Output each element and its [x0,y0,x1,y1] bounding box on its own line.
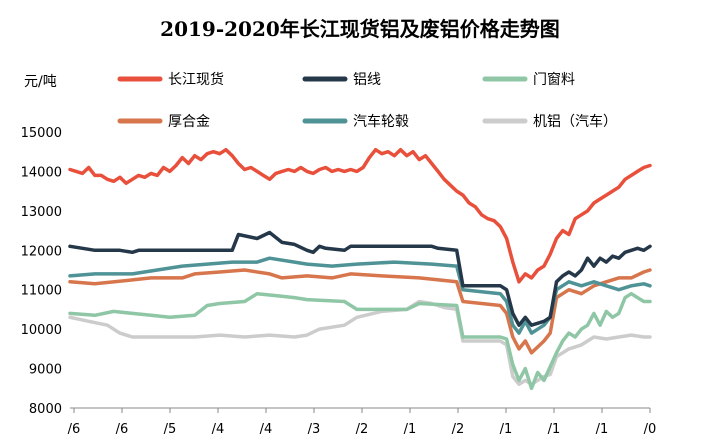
legend-label: 门窗料 [533,71,575,88]
series-layer [68,147,652,391]
y-tick-label: 10000 [21,323,62,338]
x-tick-label: /1 [548,422,561,437]
y-tick-label: 14000 [21,165,62,180]
x-tick-label: /4 [212,422,225,437]
series-line-6 [68,299,652,387]
y-tick-label: 13000 [21,205,62,220]
legend-label: 长江现货 [168,71,224,88]
series-line-3 [68,291,652,391]
legend-label: 厚合金 [168,114,210,130]
series-line-2 [68,230,652,327]
y-tick-label: 8000 [29,402,62,417]
series-line-1 [68,147,652,284]
series-line-4 [68,268,652,355]
legend-label: 汽车轮毂 [353,113,409,130]
y-tick-label: 12000 [21,244,62,259]
x-tick-label: /3 [308,422,321,437]
x-axis: /6/6/5/4/4/3/2/1/2/1/1/1/0 [68,407,657,437]
legend-label: 机铝（汽车） [533,113,617,130]
y-axis: 15000 14000 13000 12000 11000 10000 9000 8000 [21,126,62,417]
series-line-5 [68,256,652,335]
x-tick-label: /2 [452,422,465,437]
unit-label: 元/吨 [24,74,57,90]
x-tick-label: /1 [596,422,609,437]
y-tick-label: 9000 [29,363,62,378]
y-tick-label: 15000 [21,126,62,141]
x-tick-label: /0 [644,422,657,437]
x-tick-label: /1 [404,422,417,437]
legend-label: 铝线 [353,72,381,88]
x-tick-label: /6 [116,422,129,437]
y-tick-label: 11000 [21,284,62,299]
x-tick-label: /6 [68,422,81,437]
x-tick-label: /2 [356,422,369,437]
x-tick-label: /5 [164,422,177,437]
x-tick-label: /4 [260,422,273,437]
chart-title: 2019-2020年长江现货铝及废铝价格走势图 [160,17,560,41]
x-tick-label: /1 [500,422,513,437]
